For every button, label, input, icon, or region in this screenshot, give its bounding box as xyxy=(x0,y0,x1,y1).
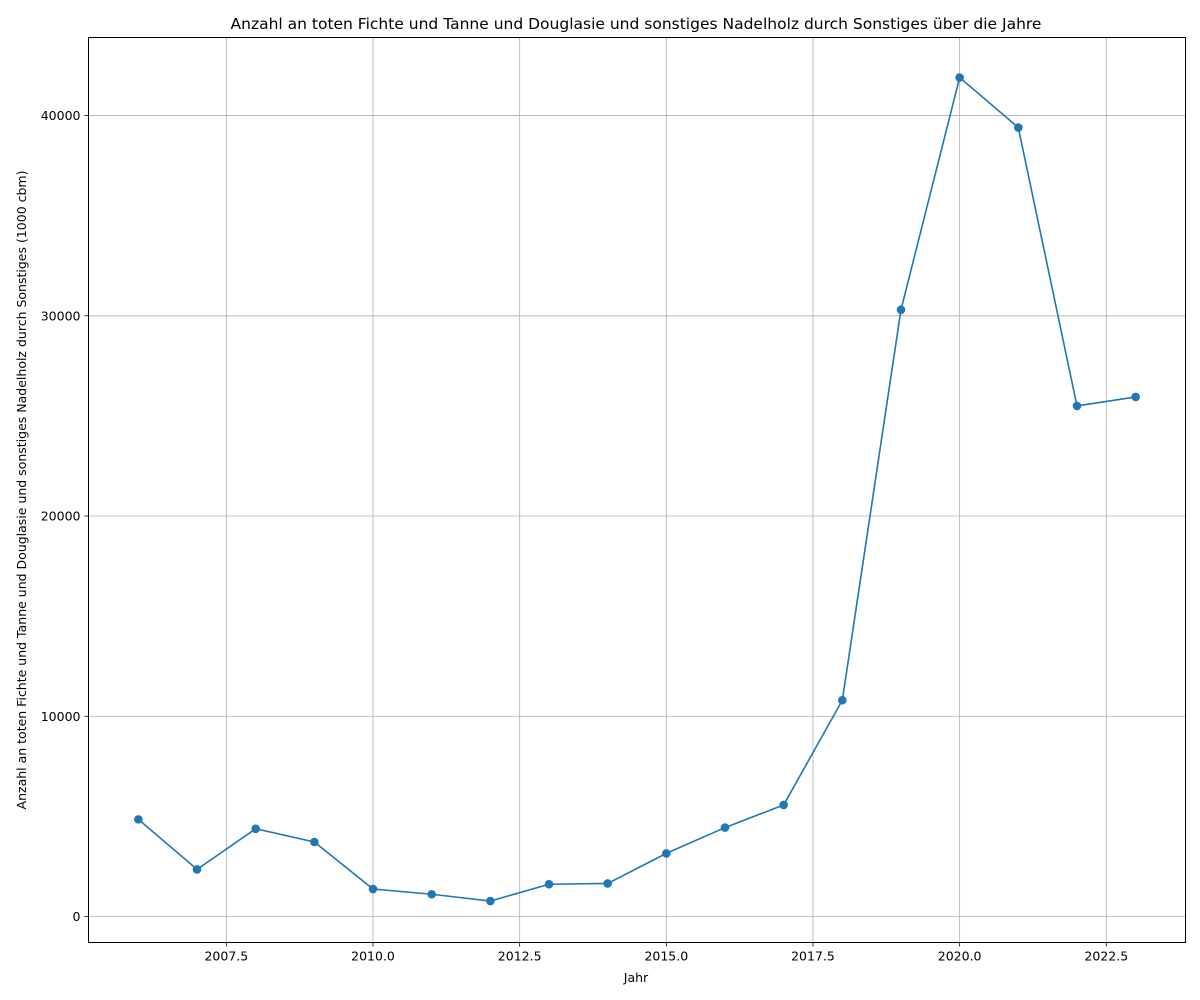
data-point xyxy=(838,695,847,705)
data-point xyxy=(1014,123,1023,132)
series-line xyxy=(137,76,1136,902)
x-axis-label: Jahr xyxy=(623,970,649,985)
y-tick-label: 40000 xyxy=(41,108,81,123)
data-point xyxy=(134,815,143,824)
x-tick-label: 2017.5 xyxy=(791,949,835,964)
data-point xyxy=(368,884,378,894)
x-tick-label: 2012.5 xyxy=(498,949,542,964)
data-point xyxy=(603,879,612,888)
data-point xyxy=(310,837,319,847)
y-tick-label: 30000 xyxy=(41,308,81,323)
data-point xyxy=(427,889,436,899)
data-point xyxy=(486,896,495,906)
data-point xyxy=(544,879,554,889)
x-tick-label: 2010.0 xyxy=(351,949,395,964)
data-series xyxy=(134,73,1140,906)
data-point xyxy=(192,865,202,874)
axis-ticks: 2007.5 2010.0 2012.5 2015.0 2017.5 2020.0 2022… xyxy=(41,108,1128,963)
chart-title: Anzahl an toten Fichte und Tanne und Dou… xyxy=(231,15,1042,33)
x-tick-label: 2022.5 xyxy=(1084,949,1128,964)
data-point xyxy=(896,305,906,315)
x-tick-label: 2020.0 xyxy=(938,949,982,964)
data-point xyxy=(251,824,260,834)
x-tick-label: 2007.5 xyxy=(204,949,248,964)
y-axis-label: Anzahl an toten Fichte und Tanne und Dou… xyxy=(14,171,29,810)
data-point xyxy=(720,823,730,832)
grid-lines xyxy=(88,37,1186,943)
data-point xyxy=(779,800,788,810)
data-point xyxy=(662,849,671,858)
plot-area-frame xyxy=(88,37,1186,943)
y-tick-label: 10000 xyxy=(41,709,81,724)
data-point xyxy=(1131,392,1140,402)
data-point xyxy=(955,73,964,82)
y-tick-label: 20000 xyxy=(41,509,81,524)
y-tick-label: 0 xyxy=(73,909,81,924)
x-tick-label: 2015.0 xyxy=(644,949,688,964)
data-point xyxy=(1072,401,1082,411)
